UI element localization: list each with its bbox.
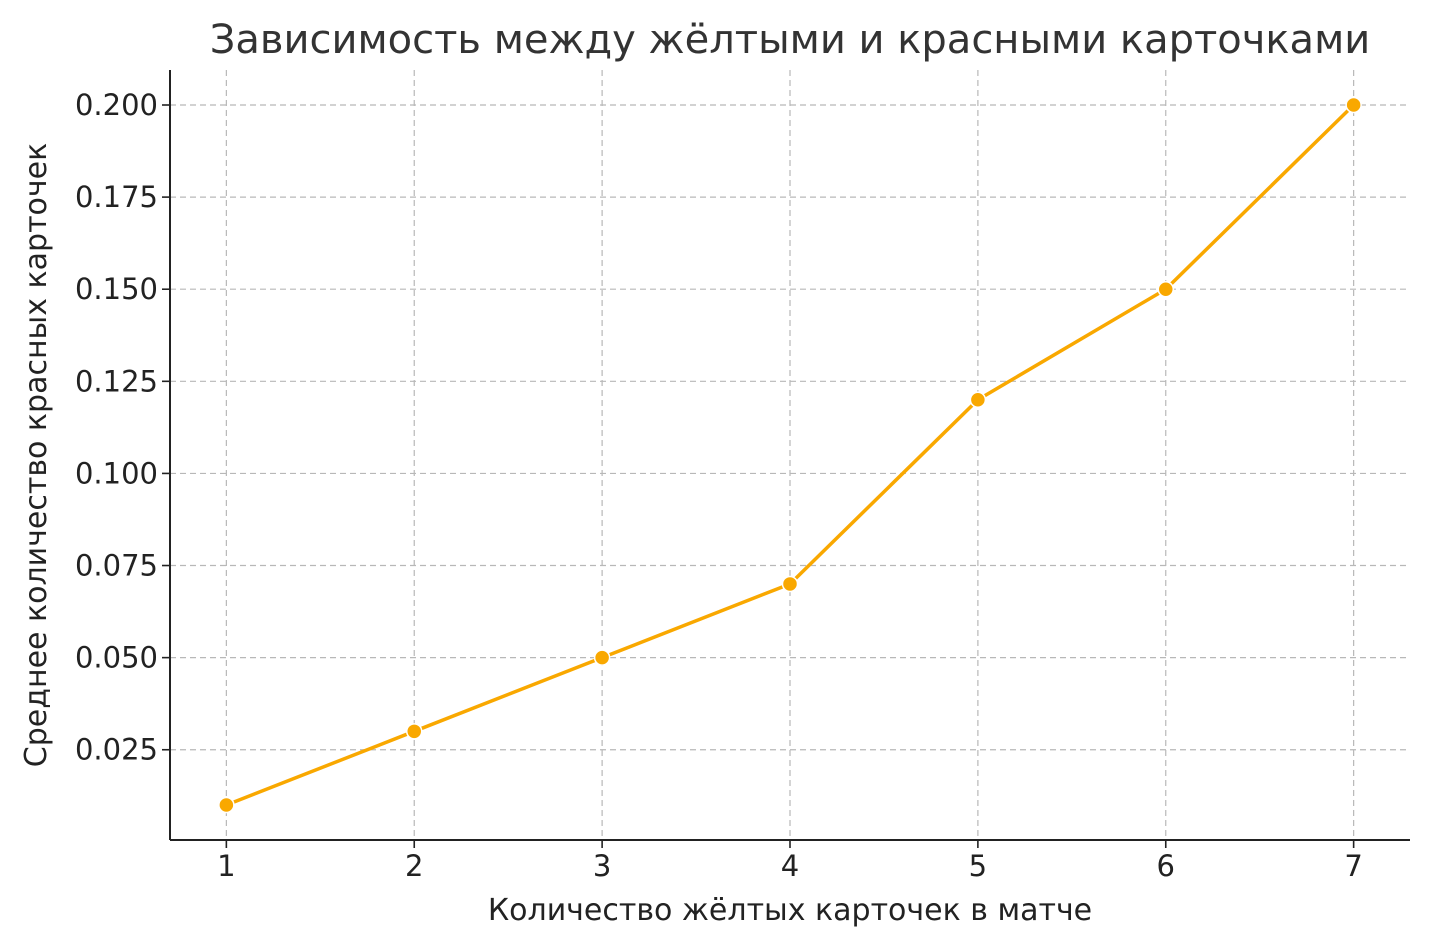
chart-title: Зависимость между жёлтыми и красными кар… [210,17,1371,63]
data-point [1345,96,1362,114]
x-axis-title: Количество жёлтых карточек в матче [488,893,1092,928]
x-tick-label: 1 [217,849,235,883]
y-tick-label: 0.050 [75,641,158,675]
data-point [218,796,235,814]
data-point [1157,280,1175,298]
data-point [969,391,987,408]
y-tick-label: 0.100 [75,456,158,490]
y-tick-label: 0.175 [75,180,158,214]
x-tick-label: 5 [969,849,987,883]
data-point [781,575,799,593]
x-tick-label: 7 [1344,849,1362,883]
data-point [593,649,611,666]
x-tick-label: 4 [781,849,799,883]
ticks: 1 2 3 4 5 6 7 0.025 0.050 0.075 0.100 0.125 0.150 0.1… [75,88,1363,883]
y-axis-title: Среднее количество красных карточек [19,143,54,767]
x-tick-label: 2 [405,849,423,883]
x-tick-label: 6 [1157,849,1175,883]
y-tick-label: 0.200 [75,88,158,122]
series [218,96,1362,814]
grid [170,70,1410,840]
y-tick-label: 0.150 [75,272,158,306]
y-tick-label: 0.075 [75,549,158,583]
y-tick-label: 0.125 [75,364,158,398]
data-point [405,723,423,740]
x-tick-label: 3 [593,849,611,883]
y-tick-label: 0.025 [75,733,158,767]
